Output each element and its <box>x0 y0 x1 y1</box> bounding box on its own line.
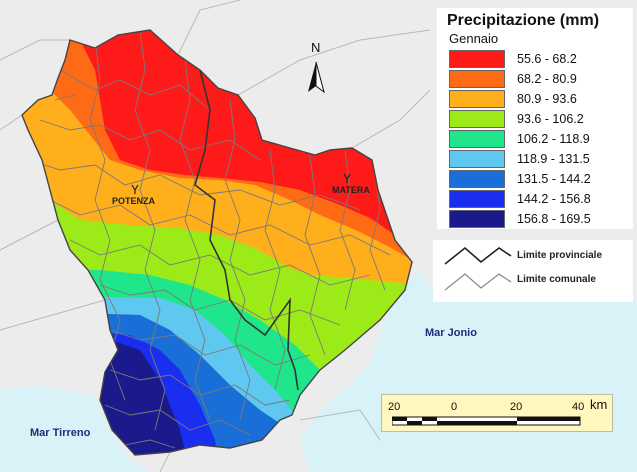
legend: Precipitazione (mm) Gennaio 55.6 - 68.2 6… <box>437 8 633 229</box>
legend-range-label: 55.6 - 68.2 <box>517 52 577 66</box>
legend-row: 118.9 - 131.5 <box>449 149 633 169</box>
boundary-legend: Limite provinciale Limite comunale <box>433 240 633 302</box>
provincial-legend-row: Limite provinciale <box>433 242 633 268</box>
legend-row: 106.2 - 118.9 <box>449 129 633 149</box>
legend-swatch <box>449 70 505 88</box>
scale-tick-2: 20 <box>510 401 523 413</box>
neighbour-outlines <box>0 0 431 472</box>
city-potenza: POTENZA <box>112 184 156 206</box>
legend-title: Precipitazione (mm) <box>447 12 600 29</box>
city-matera: MATERA <box>332 173 370 195</box>
legend-swatch <box>449 110 505 128</box>
city-marker-icon <box>343 173 351 183</box>
region-outline <box>21 29 413 456</box>
legend-swatch <box>449 190 505 208</box>
city-label-potenza: POTENZA <box>112 196 156 206</box>
scale-tick-3: 40 <box>572 401 585 413</box>
legend-swatch <box>449 210 505 228</box>
legend-row: 131.5 - 144.2 <box>449 169 633 189</box>
legend-swatch <box>449 90 505 108</box>
city-marker-icon <box>131 184 139 194</box>
legend-subtitle: Gennaio <box>449 31 499 46</box>
municipal-boundaries <box>29 30 391 449</box>
legend-range-label: 93.6 - 106.2 <box>517 112 584 126</box>
legend-swatch <box>449 50 505 68</box>
provincial-label: Limite provinciale <box>517 250 603 261</box>
municipal-line-icon <box>444 273 512 291</box>
legend-range-label: 144.2 - 156.8 <box>517 192 591 206</box>
sea-tirreno <box>0 385 150 472</box>
north-label: N <box>311 40 320 55</box>
legend-row: 68.2 - 80.9 <box>449 69 633 89</box>
provincial-line-icon <box>444 246 512 265</box>
scale-tick-1: 0 <box>451 401 458 413</box>
scale-tick-0: 20 <box>388 401 401 413</box>
sea-label-tirreno: Mar Tirreno <box>30 427 91 439</box>
legend-range-label: 131.5 - 144.2 <box>517 172 591 186</box>
legend-swatch <box>449 150 505 168</box>
municipal-label: Limite comunale <box>517 274 596 285</box>
north-arrow: N <box>308 40 325 94</box>
legend-row: 93.6 - 106.2 <box>449 109 633 129</box>
scale-unit: km <box>590 397 608 412</box>
provincial-boundary <box>194 69 299 391</box>
legend-row: 156.8 - 169.5 <box>449 209 633 229</box>
scale-bar-graphic <box>392 416 581 426</box>
legend-range-label: 106.2 - 118.9 <box>517 132 590 146</box>
legend-row: 80.9 - 93.6 <box>449 89 633 109</box>
legend-row: 144.2 - 156.8 <box>449 189 633 209</box>
legend-rows: 55.6 - 68.2 68.2 - 80.9 80.9 - 93.6 93.6 - … <box>449 49 633 229</box>
legend-swatch <box>449 130 505 148</box>
city-label-matera: MATERA <box>332 185 370 195</box>
legend-range-label: 80.9 - 93.6 <box>517 92 577 106</box>
scale-bar: 20 0 20 40 km <box>381 394 613 432</box>
legend-row: 55.6 - 68.2 <box>449 49 633 69</box>
legend-range-label: 156.8 - 169.5 <box>517 212 591 226</box>
legend-swatch <box>449 170 505 188</box>
municipal-legend-row: Limite comunale <box>433 268 633 294</box>
legend-range-label: 68.2 - 80.9 <box>517 72 577 86</box>
legend-range-label: 118.9 - 131.5 <box>517 152 590 166</box>
sea-label-ionio: Mar Jonio <box>425 327 477 339</box>
